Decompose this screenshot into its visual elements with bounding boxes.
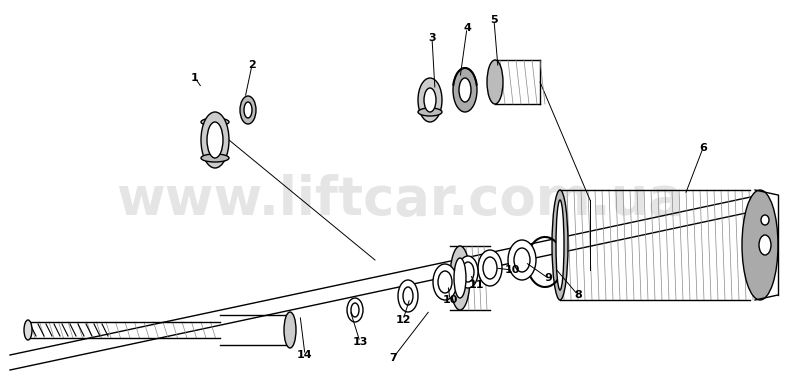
Text: 11: 11 bbox=[468, 280, 484, 290]
Ellipse shape bbox=[761, 215, 769, 225]
Ellipse shape bbox=[351, 303, 359, 317]
Text: 8: 8 bbox=[574, 290, 582, 300]
Ellipse shape bbox=[424, 88, 436, 112]
Text: 7: 7 bbox=[389, 353, 397, 363]
Text: 1: 1 bbox=[191, 73, 199, 83]
Text: 3: 3 bbox=[428, 33, 436, 43]
Ellipse shape bbox=[201, 154, 229, 162]
Ellipse shape bbox=[398, 280, 418, 312]
Ellipse shape bbox=[284, 312, 296, 348]
Ellipse shape bbox=[459, 78, 471, 102]
Ellipse shape bbox=[453, 68, 477, 112]
Ellipse shape bbox=[478, 250, 502, 286]
Ellipse shape bbox=[450, 246, 470, 310]
Ellipse shape bbox=[438, 271, 452, 293]
Ellipse shape bbox=[514, 248, 530, 272]
Ellipse shape bbox=[201, 118, 229, 126]
Ellipse shape bbox=[487, 60, 503, 104]
Text: 10: 10 bbox=[504, 265, 520, 275]
Text: www.liftcar.com.ua: www.liftcar.com.ua bbox=[116, 174, 684, 226]
Text: 13: 13 bbox=[352, 337, 368, 347]
Ellipse shape bbox=[418, 78, 442, 122]
Ellipse shape bbox=[418, 108, 442, 116]
Ellipse shape bbox=[201, 112, 229, 168]
Text: 4: 4 bbox=[463, 23, 471, 33]
Ellipse shape bbox=[508, 240, 536, 280]
Text: 14: 14 bbox=[297, 350, 313, 360]
Ellipse shape bbox=[207, 122, 223, 158]
Ellipse shape bbox=[24, 320, 32, 340]
Ellipse shape bbox=[462, 262, 474, 282]
Text: 9: 9 bbox=[544, 273, 552, 283]
Ellipse shape bbox=[454, 258, 466, 298]
Ellipse shape bbox=[483, 257, 497, 279]
Ellipse shape bbox=[347, 298, 363, 322]
Ellipse shape bbox=[240, 96, 256, 124]
Ellipse shape bbox=[403, 287, 413, 305]
Text: 10: 10 bbox=[442, 295, 458, 305]
Text: 6: 6 bbox=[699, 143, 707, 153]
Ellipse shape bbox=[458, 256, 478, 288]
Text: 12: 12 bbox=[395, 315, 410, 325]
Text: 2: 2 bbox=[248, 60, 256, 70]
Ellipse shape bbox=[244, 102, 252, 118]
Ellipse shape bbox=[552, 190, 568, 300]
Text: 5: 5 bbox=[490, 15, 498, 25]
Ellipse shape bbox=[433, 264, 457, 300]
Ellipse shape bbox=[759, 235, 771, 255]
Ellipse shape bbox=[742, 190, 778, 300]
Ellipse shape bbox=[556, 200, 564, 290]
